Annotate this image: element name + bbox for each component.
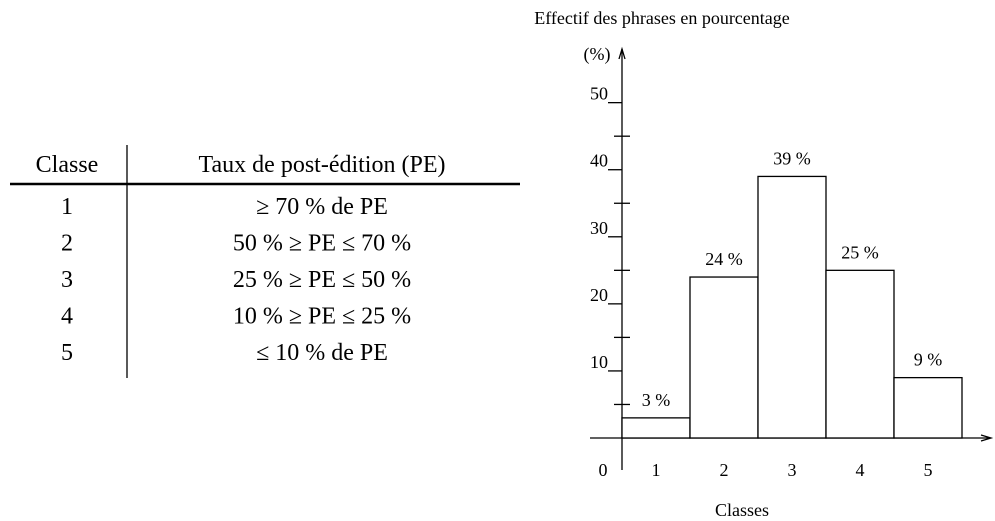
table-header: Taux de post-édition (PE) [199,152,446,178]
chart-title: Effectif des phrases en pourcentage [534,8,790,28]
bar [893,376,963,439]
bar [825,269,895,439]
y-tick-label: 10 [590,352,608,372]
table-cell: 25 % ≥ PE ≤ 50 % [233,267,411,293]
y-tick-label: 50 [590,84,608,104]
y-tick-label: 0 [599,460,608,480]
table-cell: 1 [61,194,73,220]
value-label: 39 % [773,148,811,168]
x-tick-label: 2 [720,460,729,480]
table-cell: 4 [61,304,73,330]
x-axis-label: Classes [715,500,769,520]
y-tick-label: 40 [590,151,608,171]
table-cell: 3 [61,267,73,293]
value-label: 9 % [914,350,943,370]
x-tick-label: 1 [652,460,661,480]
bar [689,276,759,439]
x-tick-label: 4 [856,460,865,480]
table-cell: 10 % ≥ PE ≤ 25 % [233,304,411,330]
y-axis-arrow [618,46,626,60]
value-label: 3 % [642,390,671,410]
table-cell: ≥ 70 % de PE [256,194,388,220]
x-axis-arrow [980,434,994,442]
x-tick-label: 5 [924,460,933,480]
x-tick-label: 3 [788,460,797,480]
y-tick-label: 30 [590,218,608,238]
value-label: 24 % [705,249,743,269]
table-cell: 50 % ≥ PE ≤ 70 % [233,231,411,257]
y-axis-label: (%) [584,44,611,65]
bar [621,417,691,439]
bar [757,175,827,439]
table-cell: ≤ 10 % de PE [256,340,388,366]
value-label: 25 % [841,242,879,262]
y-tick-label: 20 [590,285,608,305]
table-header: Classe [36,152,99,178]
table-cell: 5 [61,340,73,366]
table-cell: 2 [61,231,73,257]
